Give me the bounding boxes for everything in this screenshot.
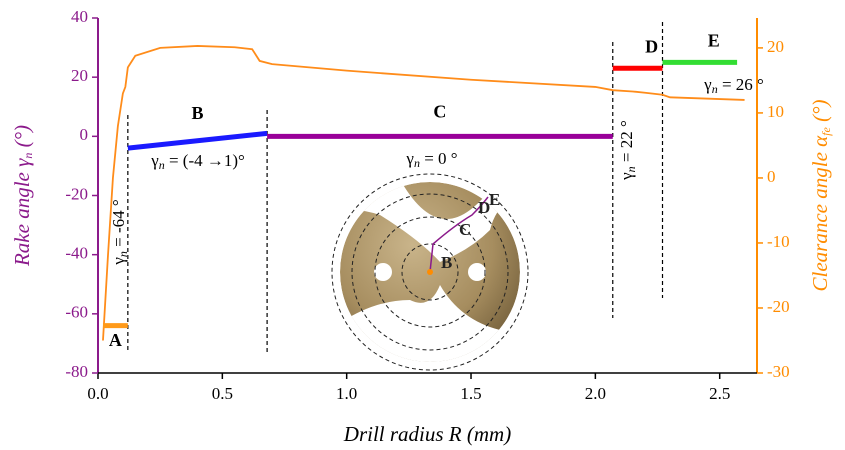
y2-axis-title-text: Clearance angle α <box>808 135 832 292</box>
annotation-sub: n <box>624 166 638 172</box>
x-tick-label: 2.0 <box>585 384 606 403</box>
angle-annotation: γn = 0 ° <box>405 149 457 170</box>
angle-annotation: γn = 22 ° <box>617 120 638 181</box>
annotation-text: = 0 ° <box>420 149 458 168</box>
annotation-symbol: γ <box>150 151 159 170</box>
annotation-symbol: γ <box>405 149 414 168</box>
y-axis-title: Rake angle γn (°) <box>10 125 35 267</box>
x-tick-label: 1.5 <box>460 384 481 403</box>
y-axis-title-sub: n <box>21 153 35 159</box>
annotation-text: = -64 ° <box>109 199 128 251</box>
annotation-symbol: γ <box>703 75 712 94</box>
coolant-hole <box>374 263 392 281</box>
y2-axis-title-sub: fe <box>819 126 833 135</box>
x-axis-title: Drill radius R (mm) <box>343 422 511 446</box>
y2-axis-title-suffix: (°) <box>808 100 832 128</box>
y2-tick-label: -10 <box>767 232 790 251</box>
x-tick-label: 1.0 <box>336 384 357 403</box>
coolant-hole <box>468 263 486 281</box>
y-tick-label: -80 <box>65 362 88 381</box>
clearance-line <box>102 45 745 341</box>
y2-tick-label: 0 <box>767 167 776 186</box>
inset-label: E <box>489 190 500 209</box>
y2-tick-label: 10 <box>767 102 784 121</box>
y-axis-title-text: Rake angle γ <box>10 158 34 267</box>
annotation-sub: n <box>712 82 718 96</box>
inset-label: B <box>441 253 452 272</box>
y2-axis-title: Clearance angle αfe (°) <box>808 100 833 292</box>
x-tick-label: 0.0 <box>87 384 108 403</box>
annotation-text: = 26 ° <box>718 75 764 94</box>
annotation-symbol: γ <box>617 172 636 181</box>
radius-circles <box>331 173 529 371</box>
y-tick-label: 40 <box>71 7 88 26</box>
segment-label: E <box>708 31 720 51</box>
y-tick-label: -60 <box>65 303 88 322</box>
segment-label: D <box>645 36 658 56</box>
annotation-text: = 22 ° <box>617 120 636 166</box>
y-tick-label: -40 <box>65 244 88 263</box>
angle-annotation: γn = 26 ° <box>703 75 764 96</box>
drill-center <box>427 269 433 275</box>
rake-segment <box>127 130 268 151</box>
segment-label: C <box>433 101 446 121</box>
inset-label: D <box>478 198 490 217</box>
y-tick-label: -20 <box>65 184 88 203</box>
annotation-text: = (-4 →1)° <box>165 151 245 170</box>
segment-label: B <box>191 103 203 123</box>
annotation-sub: n <box>159 158 165 172</box>
x-tick-label: 0.5 <box>212 384 233 403</box>
y2-tick-label: -30 <box>767 362 790 381</box>
y-tick-label: 0 <box>80 125 89 144</box>
annotation-symbol: γ <box>109 257 128 266</box>
y-tick-label: 20 <box>71 66 88 85</box>
y2-tick-label: -20 <box>767 297 790 316</box>
angle-annotation: γn = (-4 →1)° <box>150 151 245 172</box>
annotation-sub: n <box>116 251 130 257</box>
inset-label: C <box>459 220 471 239</box>
x-tick-label: 2.5 <box>709 384 730 403</box>
angle-annotation: γn = -64 ° <box>109 199 130 265</box>
y2-tick-label: 20 <box>767 37 784 56</box>
y-axis-title-suffix: (°) <box>10 125 34 153</box>
annotation-sub: n <box>414 156 420 170</box>
segment-label: A <box>109 330 122 350</box>
cutting-edge <box>429 196 489 273</box>
